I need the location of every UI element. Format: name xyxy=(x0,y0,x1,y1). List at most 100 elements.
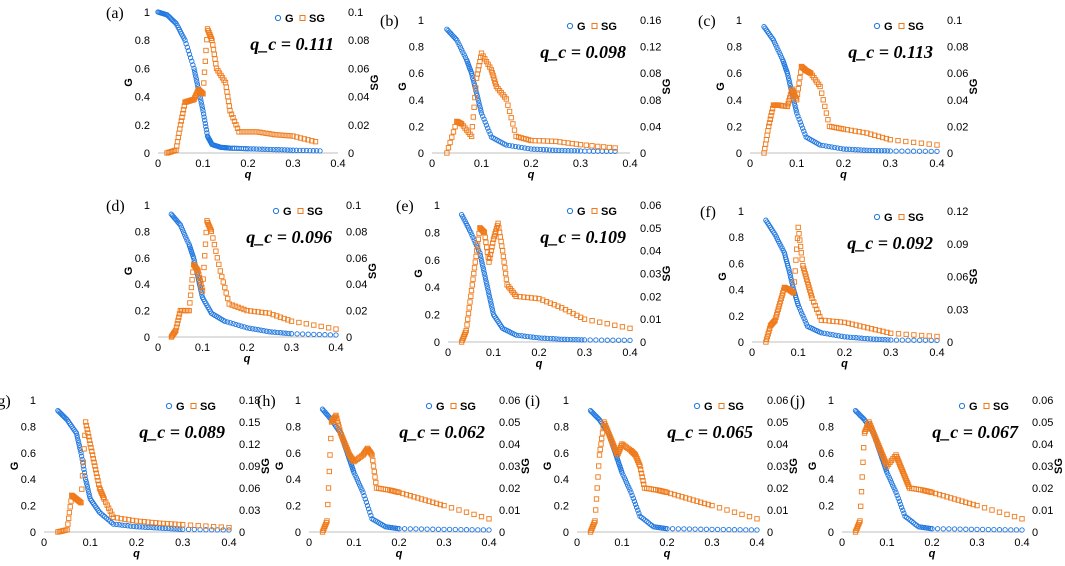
g-point xyxy=(75,437,81,444)
sg-point xyxy=(864,130,870,136)
g-point xyxy=(534,146,540,152)
sg-point xyxy=(472,259,478,265)
sg-point xyxy=(326,468,332,475)
g-point xyxy=(183,234,189,240)
sg-point xyxy=(122,516,128,522)
g-point xyxy=(743,527,749,533)
g-point xyxy=(191,526,197,533)
g-point xyxy=(867,147,873,154)
sg-point xyxy=(668,490,674,497)
g-point xyxy=(905,148,911,154)
g-point xyxy=(284,147,291,153)
sg-point xyxy=(822,103,828,110)
g-point xyxy=(827,331,833,337)
g-point xyxy=(241,324,247,330)
g-point xyxy=(297,147,303,154)
sg-point xyxy=(210,46,217,53)
y2-tick-label: 0.02 xyxy=(767,483,788,495)
sg-point xyxy=(192,93,199,99)
g-point xyxy=(561,336,568,342)
g-point xyxy=(481,116,487,122)
g-point xyxy=(801,128,807,134)
y2-tick-label: 0.09 xyxy=(239,461,260,473)
g-point xyxy=(795,113,801,119)
sg-point xyxy=(808,292,815,299)
x-tick-label: 0.3 xyxy=(577,347,592,359)
sg-point xyxy=(210,42,216,48)
sg-point xyxy=(583,142,589,148)
sg-point xyxy=(500,253,507,260)
sg-point xyxy=(774,309,781,315)
y2-tick-label: 0.04 xyxy=(348,92,369,104)
g-point xyxy=(562,147,568,154)
sg-point xyxy=(791,279,798,285)
sg-point xyxy=(284,132,290,139)
legend-marker-g xyxy=(272,207,280,215)
legend-marker-g xyxy=(425,402,433,410)
g-point xyxy=(316,331,322,338)
y2-tick-label: 0.06 xyxy=(767,395,788,407)
sg-point xyxy=(141,519,147,525)
sg-point xyxy=(492,81,499,87)
g-point xyxy=(475,527,481,533)
sg-point xyxy=(226,301,232,307)
sg-point xyxy=(437,501,443,508)
g-point xyxy=(294,331,300,337)
y-tick-label: 0.6 xyxy=(409,68,424,80)
sg-point xyxy=(205,221,212,228)
sg-point xyxy=(929,489,935,496)
chart-panel-h: 0 0.1 0.2 0.3 0.400.20.40.60.8100.010.020.03… xyxy=(257,393,532,560)
sg-point xyxy=(444,150,450,156)
qc-annotation: q_c = 0.098 xyxy=(540,42,626,62)
g-point xyxy=(482,275,489,282)
x-tick-label: 0.3 xyxy=(436,537,451,549)
y2-tick-label: 0 xyxy=(947,148,953,160)
y2-tick-label: 0.06 xyxy=(346,253,367,265)
y2-tick-label: 0.1 xyxy=(348,7,363,19)
sg-point xyxy=(763,339,769,345)
sg-point xyxy=(183,307,189,314)
sg-point xyxy=(872,326,878,333)
x-tick-label: 0.3 xyxy=(284,342,299,354)
g-point xyxy=(486,291,492,297)
sg-point xyxy=(473,253,479,260)
sg-point xyxy=(595,474,601,480)
y2-tick-label: 0.02 xyxy=(640,291,661,303)
sg-point xyxy=(441,502,447,509)
sg-point xyxy=(92,463,98,469)
g-point xyxy=(148,524,154,531)
g-point xyxy=(884,148,890,154)
g-point xyxy=(985,526,991,533)
panel-label: (e) xyxy=(396,198,414,215)
g-point xyxy=(73,430,80,436)
g-point xyxy=(487,296,493,302)
g-point xyxy=(359,487,365,493)
sg-point xyxy=(837,319,844,325)
sg-point xyxy=(373,479,379,486)
qc-annotation: q_c = 0.113 xyxy=(848,42,933,62)
y-tick-label: 0.4 xyxy=(409,95,424,107)
sg-point xyxy=(785,100,791,107)
panel-label: (i) xyxy=(525,393,540,410)
sg-point xyxy=(801,268,808,274)
y2-tick-label: 0 xyxy=(767,527,773,539)
sg-point xyxy=(903,138,909,145)
sg-point xyxy=(195,522,201,529)
legend-label-g: G xyxy=(704,401,713,413)
chart-panel-c: 0 0.1 0.2 0.3 0.400.20.40.60.8100.020.040.06… xyxy=(698,13,980,181)
sg-point xyxy=(290,133,296,139)
sg-point xyxy=(777,298,784,304)
g-point xyxy=(483,278,489,284)
sg-point xyxy=(599,435,605,442)
g-point xyxy=(849,146,855,153)
sg-point xyxy=(106,505,112,511)
legend-label-g: G xyxy=(176,401,185,413)
g-point xyxy=(530,334,536,340)
x-tick-label: 0.2 xyxy=(240,158,255,170)
sg-point xyxy=(236,129,242,135)
g-point xyxy=(963,526,969,532)
sg-point xyxy=(487,64,493,70)
g-point xyxy=(587,337,593,343)
g-point xyxy=(481,270,488,277)
y-tick-label: 0.8 xyxy=(409,42,424,54)
